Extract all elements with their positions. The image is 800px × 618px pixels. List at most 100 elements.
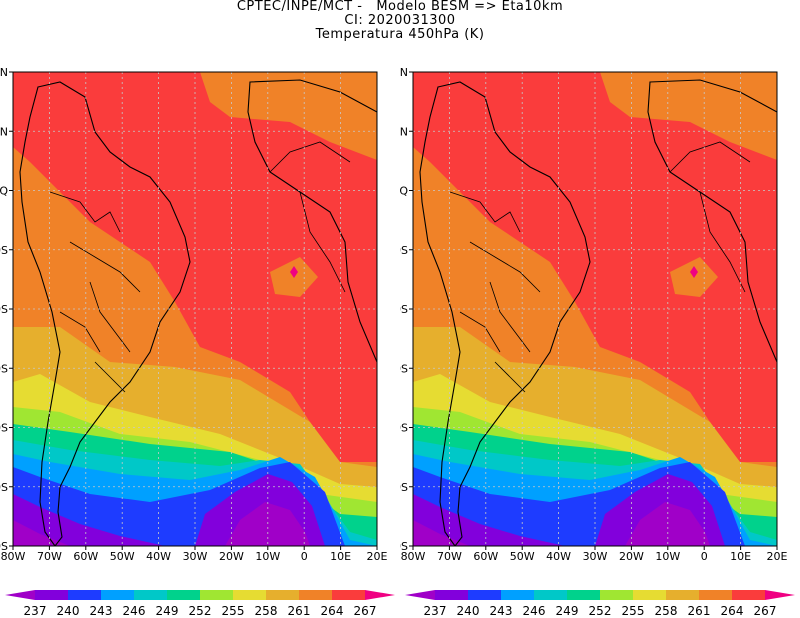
country-border: [269, 141, 351, 173]
longitude-tick-label: 50W: [110, 550, 135, 562]
latitude-tick-label: 40S: [400, 422, 408, 435]
colorbar-label: 243: [90, 604, 113, 618]
longitude-tick-label: 80W: [1, 550, 26, 562]
country-border: [69, 241, 141, 293]
colorbar-label: 243: [490, 604, 513, 618]
colorbar-segment: [167, 590, 201, 600]
temperature-band: [225, 502, 310, 546]
colorbar-segment: [633, 590, 667, 600]
africa-coastline: [247, 79, 377, 363]
latitude-tick-label: 50S: [400, 481, 408, 494]
country-border: [494, 361, 526, 393]
colorbar-right: 237 240 243 246 249 252 255 258 261 264 267: [405, 590, 795, 618]
colorbar-segment: [435, 590, 469, 600]
latitude-tick-label: 50S: [0, 481, 8, 494]
latitude-tick-label: EQ: [0, 185, 8, 198]
latitude-tick-label: 10S: [400, 244, 408, 257]
colorbar-label: 240: [457, 604, 480, 618]
longitude-tick-label: 10W: [255, 550, 280, 562]
colorbar-label: 267: [354, 604, 377, 618]
colorbar-label: 252: [189, 604, 212, 618]
colorbar-segment: [567, 590, 601, 600]
longitude-tick-label: 40W: [146, 550, 171, 562]
longitude-tick-label: 60W: [73, 550, 98, 562]
country-border: [449, 191, 521, 233]
longitude-tick-label: 20W: [219, 550, 244, 562]
colorbar-label: 267: [754, 604, 777, 618]
colorbar-segment: [699, 590, 733, 600]
temperature-band: [13, 494, 165, 546]
colorbar-high-arrow: [765, 590, 795, 600]
longitude-tick-label: 20E: [767, 550, 788, 562]
latitude-tick-label: 10N: [400, 125, 408, 138]
colorbar-segment: [266, 590, 300, 600]
colorbar-label: 255: [222, 604, 245, 618]
temperature-field: [413, 72, 777, 546]
colorbar-segment: [534, 590, 568, 600]
colorbar-left: 237 240 243 246 249 252 255 258 261 264 267: [5, 590, 395, 618]
colorbar-segment: [134, 590, 168, 600]
colorbar-segment: [35, 590, 69, 600]
colorbar-segment: [501, 590, 535, 600]
map-panel-right: 80W 70W 60W 50W 40W 30W 20W 10W 0 10E 20E 20N 10N EQ 1…: [400, 66, 788, 562]
temperature-max-spot: [690, 266, 698, 278]
country-border: [469, 241, 541, 293]
longitude-tick-label: 10W: [655, 550, 680, 562]
colorbar-label: 264: [321, 604, 344, 618]
latitude-tick-label: 20S: [400, 303, 408, 316]
latitude-tick-label: 60S: [400, 540, 408, 553]
map-title-block: CPTEC/INPE/MCT - Modelo BESM => Eta10km …: [0, 0, 800, 42]
colorbar-label: 261: [688, 604, 711, 618]
longitude-tick-label: 70W: [437, 550, 462, 562]
longitude-tick-label: 0: [701, 550, 708, 562]
colorbar-segment: [299, 590, 333, 600]
title-line-3: Temperatura 450hPa (K): [315, 27, 485, 42]
country-border: [59, 311, 101, 353]
south-america-coastline: [419, 81, 591, 546]
longitude-tick-label: 20W: [619, 550, 644, 562]
colorbar-segment: [68, 590, 102, 600]
country-border: [299, 191, 346, 293]
longitude-tick-label: 10E: [730, 550, 751, 562]
latitude-tick-label: 10N: [0, 125, 8, 138]
colorbar-label: 246: [523, 604, 546, 618]
latitude-tick-label: 30S: [400, 362, 408, 375]
colorbar-segment: [332, 590, 366, 600]
longitude-tick-label: 60W: [473, 550, 498, 562]
colorbar-low-arrow: [5, 590, 35, 600]
latitude-tick-label: 40S: [0, 422, 8, 435]
colorbar-segment: [468, 590, 502, 600]
africa-coastline: [647, 79, 777, 363]
colorbar-segment: [233, 590, 267, 600]
latitude-tick-label: 10S: [0, 244, 8, 257]
colorbar-label: 264: [721, 604, 744, 618]
temperature-band: [413, 494, 565, 546]
colorbar-segment: [200, 590, 234, 600]
temperature-max-spot: [290, 266, 298, 278]
longitude-tick-label: 70W: [37, 550, 62, 562]
colorbar-high-arrow: [365, 590, 395, 600]
colorbar-label: 249: [156, 604, 179, 618]
latitude-tick-label: 20S: [0, 303, 8, 316]
colorbar-label: 237: [424, 604, 447, 618]
colorbar-label: 258: [655, 604, 678, 618]
country-border: [669, 141, 751, 173]
latitude-tick-label: EQ: [400, 185, 408, 198]
temperature-band: [625, 502, 710, 546]
longitude-tick-label: 30W: [583, 550, 608, 562]
colorbar-segment: [101, 590, 135, 600]
temperature-band: [13, 520, 70, 546]
colorbar-label: 261: [288, 604, 311, 618]
country-border: [49, 191, 121, 233]
latitude-tick-label: 30S: [0, 362, 8, 375]
colorbar-label: 258: [255, 604, 278, 618]
colorbar-segment: [666, 590, 700, 600]
longitude-tick-label: 80W: [401, 550, 426, 562]
longitude-tick-label: 30W: [183, 550, 208, 562]
longitude-tick-label: 50W: [510, 550, 535, 562]
country-border: [459, 311, 501, 353]
title-line-2: CI: 2020031300: [344, 13, 456, 28]
colorbar-segment: [732, 590, 766, 600]
title-line-1: CPTEC/INPE/MCT - Modelo BESM => Eta10km: [236, 0, 564, 14]
colorbar-label: 249: [556, 604, 579, 618]
